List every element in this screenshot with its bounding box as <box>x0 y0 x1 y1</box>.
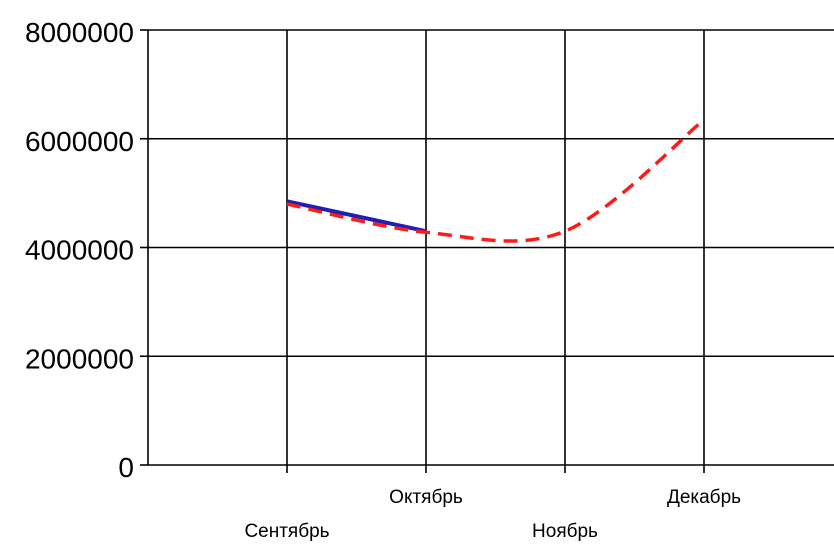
y-tick-label: 2000000 <box>25 343 134 374</box>
y-tick-label: 8000000 <box>25 17 134 48</box>
y-tick-label: 0 <box>118 452 134 483</box>
y-tick-label: 4000000 <box>25 235 134 266</box>
series-layer <box>286 118 706 243</box>
grid <box>148 29 834 473</box>
series-line-1 <box>286 118 706 243</box>
series-line-0 <box>286 199 427 234</box>
x-tick-label: Ноябрь <box>532 521 598 542</box>
x-tick-label: Сентябрь <box>244 521 329 542</box>
y-tick-label: 6000000 <box>25 126 134 157</box>
x-tick-label: Декабрь <box>667 487 741 508</box>
x-tick-label: Октябрь <box>389 487 463 508</box>
axes <box>140 29 149 466</box>
labels: 0 2000000 4000000 6000000 8000000 Сентябрь Окт… <box>25 17 741 542</box>
